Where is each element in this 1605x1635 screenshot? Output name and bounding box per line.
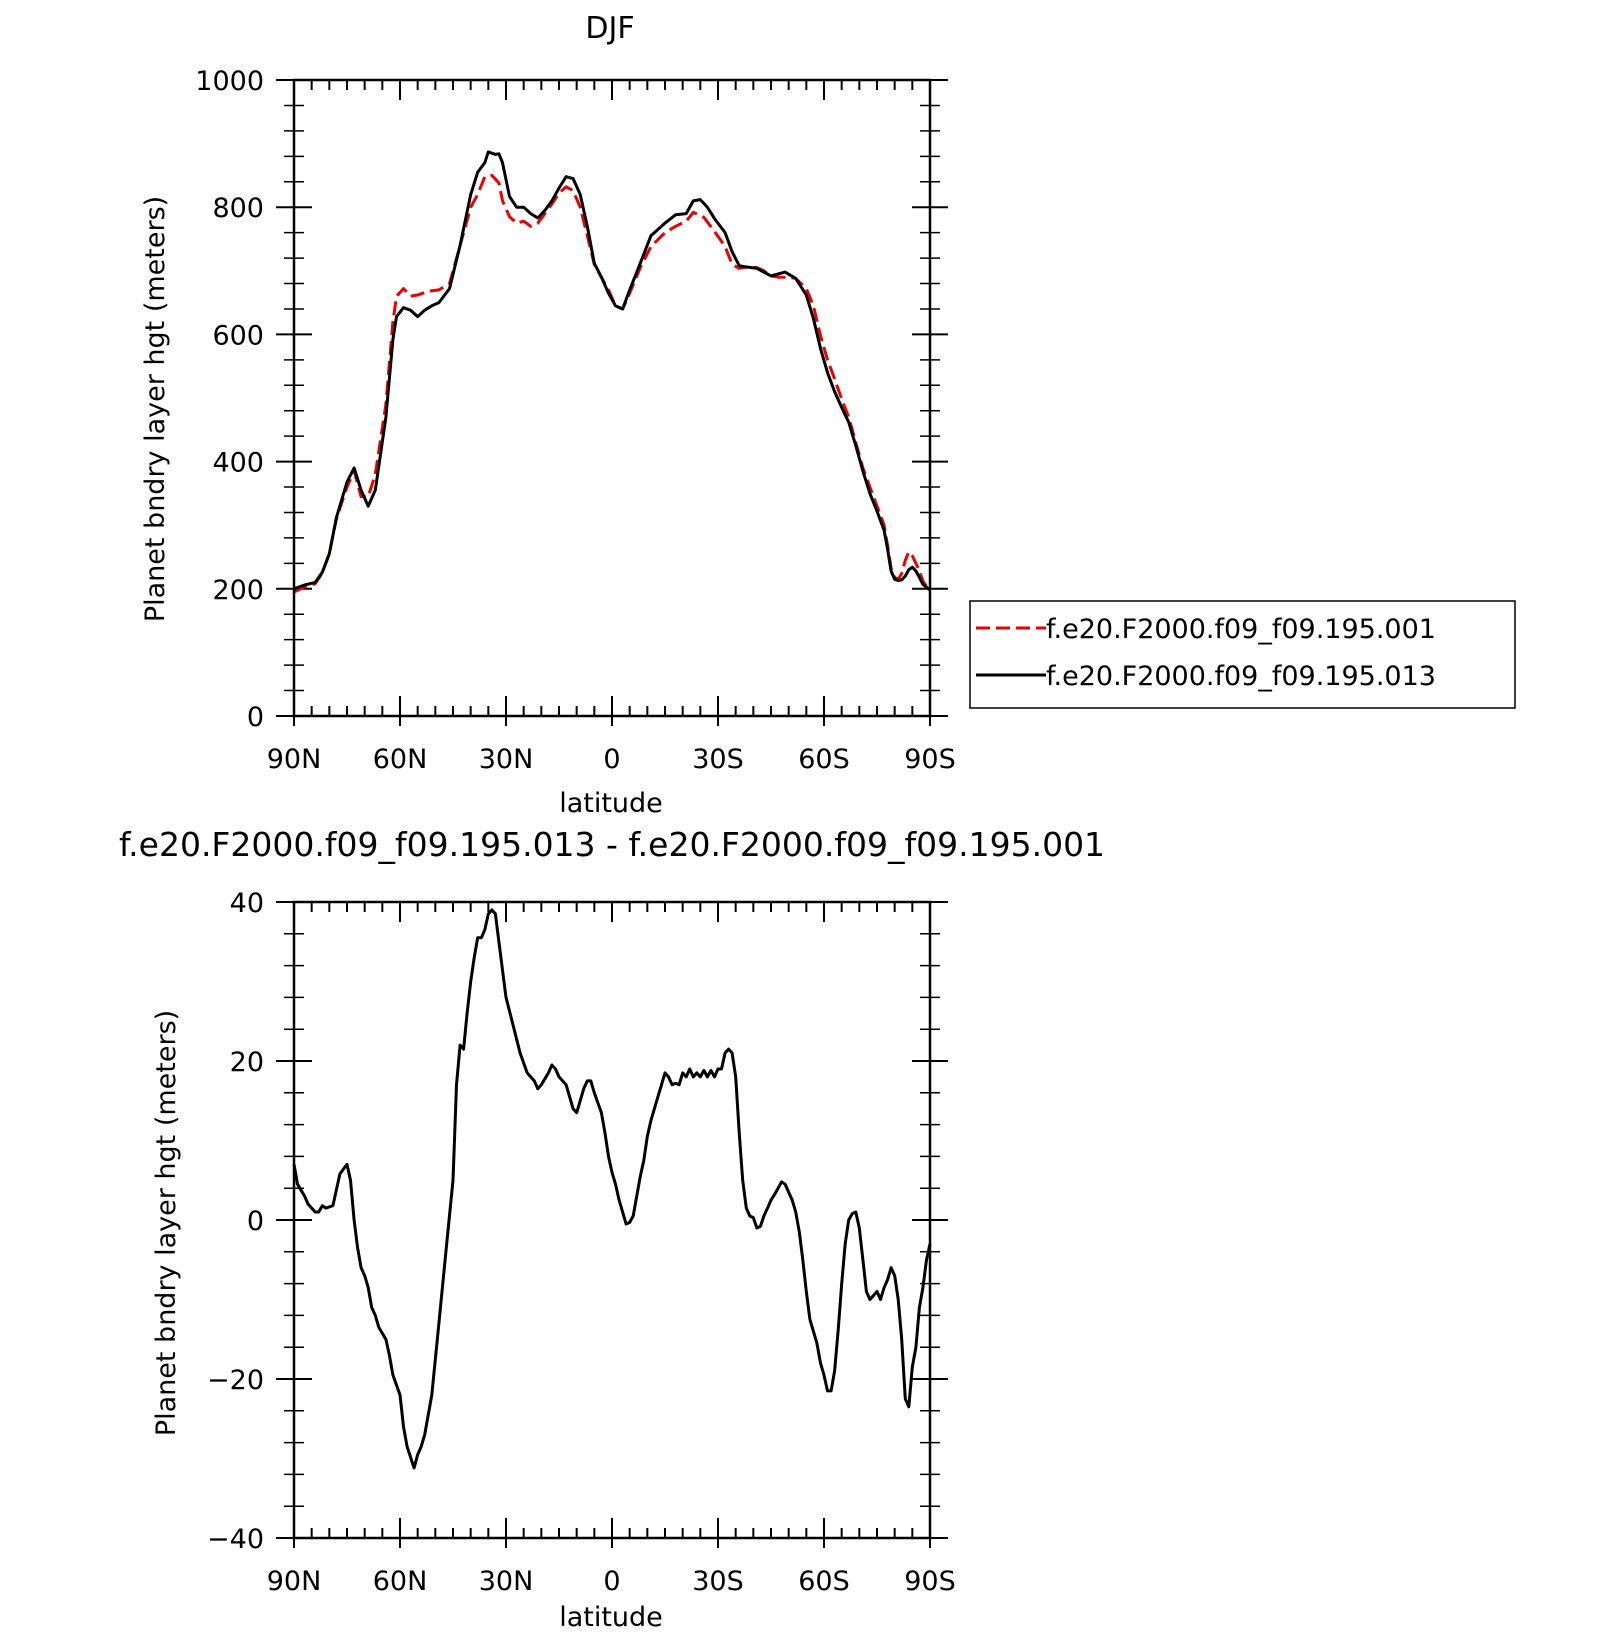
top-panel: DJF Planet bndry layer hgt (meters) lati… [140,11,956,819]
x-tick-label: 60S [798,744,850,775]
y-tick-label: 200 [212,575,264,606]
legend: f.e20.F2000.f09_f09.195.001 f.e20.F2000.… [969,600,1516,709]
x-tick-label: 90N [267,1566,322,1597]
x-tick-label: 0 [603,744,620,775]
top-plot-frame [292,78,932,718]
x-tick-label: 90S [904,1566,956,1597]
x-tick-label: 60N [373,1566,428,1597]
top-chart-title: DJF [585,11,634,46]
x-tick-label: 0 [603,1566,620,1597]
x-tick-label: 90S [904,744,956,775]
top-y-axis-label: Planet bndry layer hgt (meters) [140,196,171,622]
series-line-0 [292,908,932,1470]
x-tick-label: 60N [373,744,428,775]
x-tick-label: 30S [692,1566,744,1597]
y-tick-label: 600 [212,320,264,351]
legend-box [969,600,1516,709]
top-axis-ticks [276,79,948,726]
x-tick-label: 30N [479,1566,534,1597]
legend-entry-run-013: f.e20.F2000.f09_f09.195.013 [1046,661,1436,692]
bottom-x-axis-label: latitude [559,1602,663,1633]
y-tick-label: 20 [230,1047,264,1078]
bottom-tick-labels: 90N 60N 30N 0 30S 60S 90S −40 −20 0 20 40 [207,888,956,1597]
top-x-axis-label: latitude [559,788,663,819]
bottom-plot-frame [292,900,932,1540]
x-tick-label: 30N [479,744,534,775]
legend-entry-run-001: f.e20.F2000.f09_f09.195.001 [1046,614,1436,645]
bottom-series-lines [292,908,932,1470]
top-series-lines [293,150,931,594]
y-tick-label: 40 [230,888,264,919]
top-tick-labels: 90N 60N 30N 0 30S 60S 90S 0 200 400 600 800 1000 [195,66,955,775]
y-tick-label: 1000 [195,66,264,97]
y-tick-label: 0 [247,702,264,733]
series-line-1 [293,150,931,592]
y-tick-label: −40 [207,1524,264,1555]
bottom-chart-title: f.e20.F2000.f09_f09.195.013 - f.e20.F200… [119,825,1105,864]
y-tick-label: 400 [212,448,264,479]
y-tick-label: 800 [212,193,264,224]
y-tick-label: −20 [207,1365,264,1396]
x-tick-label: 30S [692,744,744,775]
bottom-y-axis-label: Planet bndry layer hgt (meters) [151,1010,182,1436]
x-tick-label: 90N [267,744,322,775]
bottom-panel: f.e20.F2000.f09_f09.195.013 - f.e20.F200… [119,825,1105,1633]
x-tick-label: 60S [798,1566,850,1597]
y-tick-label: 0 [247,1206,264,1237]
